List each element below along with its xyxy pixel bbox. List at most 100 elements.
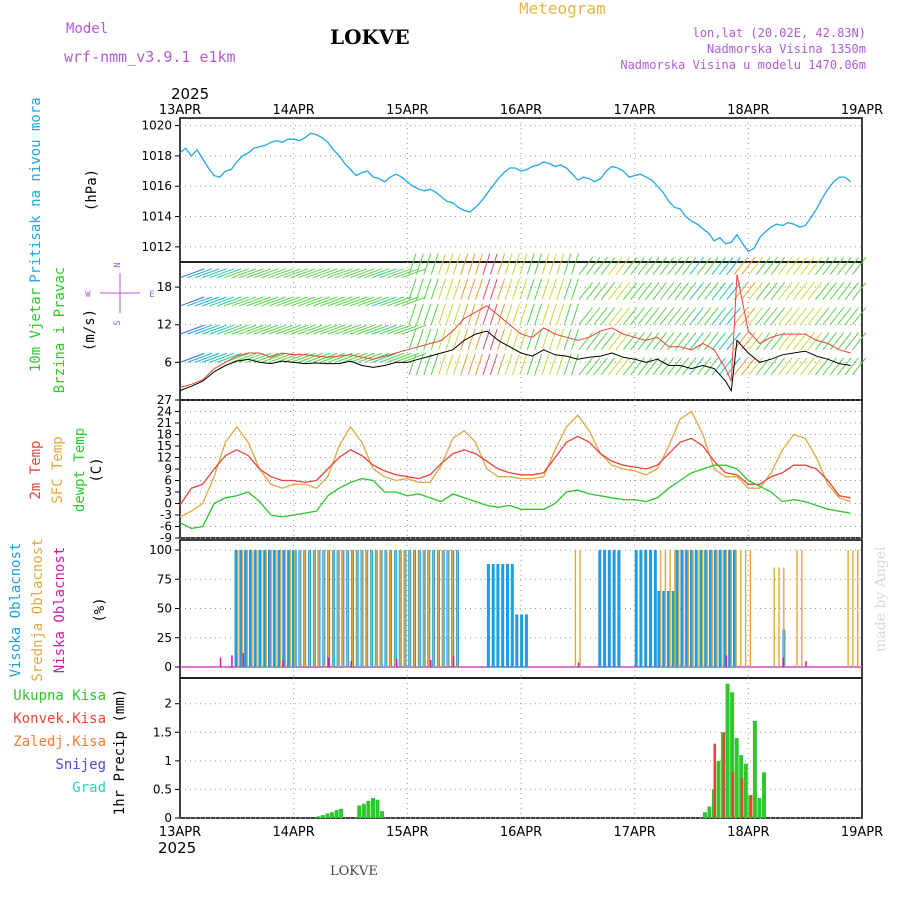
wind-arrow [415, 328, 424, 350]
cloud-bar-high [486, 564, 490, 667]
precip-bar-total [743, 763, 748, 818]
cloud-bar-low [725, 655, 728, 667]
ytick-label-clouds: 25 [157, 631, 172, 645]
wind-arrow [526, 328, 535, 350]
wind-arrow [571, 253, 579, 275]
wind-arrow [253, 296, 279, 307]
wind-arrow [748, 307, 763, 326]
wind-arrow [667, 357, 682, 376]
cloud-bar-mid [246, 550, 248, 667]
wind-arrow [201, 352, 227, 363]
wind-arrow [704, 357, 719, 376]
ytick-label-wind: 12 [157, 318, 172, 332]
wind-arrow [305, 352, 331, 363]
cloud-bar-high [662, 591, 666, 667]
cloud-bar-mid [418, 550, 420, 667]
wind-arrow [541, 278, 550, 300]
cloud-bar-high [496, 564, 500, 667]
axis-label: Srednja Oblacnost [30, 538, 46, 681]
wind-arrow [711, 256, 726, 275]
wind-arrow [401, 268, 427, 279]
wind-arrow [696, 332, 712, 351]
wind-arrow [408, 278, 417, 300]
wind-arrow [327, 268, 353, 279]
wind-arrow [246, 296, 272, 307]
cloud-bar-mid [313, 550, 315, 667]
wind-arrow [563, 278, 572, 300]
wind-arrow [275, 268, 301, 279]
wind-arrow [423, 328, 432, 350]
cloud-bar-high [713, 550, 717, 667]
cloud-bar-mid [428, 550, 430, 667]
compass-s: S [113, 320, 123, 325]
wind-arrow [630, 256, 645, 275]
wind-arrow [578, 256, 593, 275]
cloud-bar-mid [697, 550, 699, 667]
cloud-bar-low [231, 655, 233, 667]
wind-arrow [778, 256, 793, 275]
wind-arrow [504, 328, 513, 350]
cloud-bar-high [675, 550, 679, 667]
wind-arrow [298, 268, 323, 279]
xtick-bottom: 19APR [841, 825, 883, 840]
xtick-bottom: 17APR [614, 825, 656, 840]
wind-arrow [238, 324, 264, 335]
wind-arrow [216, 324, 242, 335]
ytick-label-clouds: 0 [164, 660, 172, 674]
wind-arrow [415, 253, 424, 275]
wind-arrow [489, 278, 498, 300]
wind-arrow [608, 357, 623, 376]
wind-arrow [371, 296, 397, 307]
wind-arrow [290, 324, 316, 335]
wind-arrow [778, 332, 793, 351]
panel-frame-pressure [179, 117, 863, 263]
wind-arrow [312, 324, 338, 335]
ytick-label-wind: 6 [164, 355, 172, 369]
wind-arrow [194, 352, 220, 363]
cloud-bar-mid [413, 550, 416, 667]
wind-arrow [371, 352, 397, 363]
wind-arrow [829, 307, 845, 326]
cloud-bar-low [805, 661, 807, 667]
cloud-bar-mid [323, 550, 325, 667]
wind-arrow [726, 256, 741, 275]
cloud-bar-mid [370, 550, 373, 667]
wind-arrow [741, 282, 756, 300]
wind-arrow [600, 282, 616, 300]
credit-label: made by Angel [873, 546, 889, 652]
wind-arrow [526, 253, 535, 275]
ytick-label-temperature: 21 [157, 416, 172, 430]
wind-arrow [320, 352, 345, 363]
wind-arrow [194, 324, 220, 335]
wind-arrow [622, 307, 638, 326]
wind-arrow [585, 332, 601, 351]
wind-arrow [246, 268, 272, 279]
wind-arrow [733, 307, 749, 326]
wind-arrow [815, 307, 830, 326]
cloud-bar-mid [366, 550, 368, 667]
wind-arrow [652, 357, 667, 376]
wind-arrow [224, 324, 249, 335]
precip-bar-total [762, 772, 766, 818]
wind-arrow [645, 282, 660, 300]
cloud-bar-mid [730, 550, 732, 667]
wind-arrow [201, 296, 227, 307]
xtick-bottom: 14APR [273, 825, 315, 840]
ytick-label-precip: 0 [164, 811, 172, 825]
wind-arrow [645, 307, 660, 326]
wind-arrow [770, 357, 786, 376]
cloud-bar-mid [442, 550, 444, 667]
cloud-bar-high [268, 550, 271, 667]
wind-arrow [733, 282, 749, 300]
precip-bar-total [320, 815, 325, 818]
wind-arrow [386, 268, 412, 279]
precip-legend-item: Zaledj.Kisa [13, 734, 106, 750]
wind-arrow [467, 278, 476, 300]
wind-arrow [807, 357, 823, 376]
wind-arrow [253, 268, 279, 279]
wind-arrow [792, 357, 808, 376]
wind-arrow [829, 256, 845, 275]
wind-arrow [548, 278, 557, 300]
cloud-bar-mid [265, 550, 268, 667]
precip-bar-total [325, 813, 330, 818]
